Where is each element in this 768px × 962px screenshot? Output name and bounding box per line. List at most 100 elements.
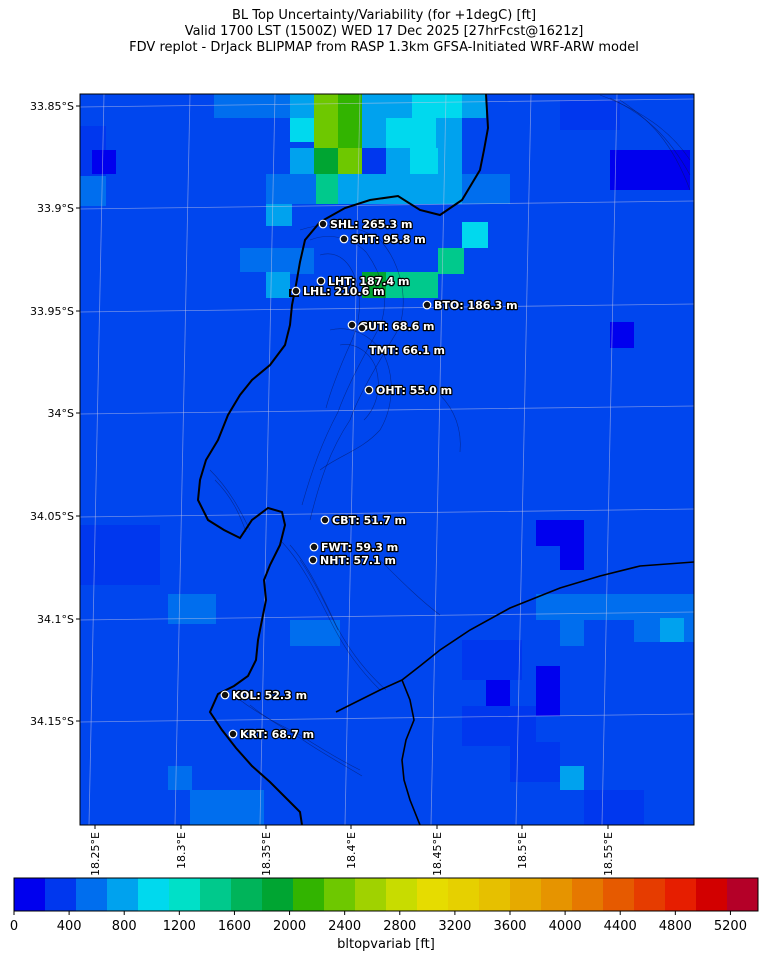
raster-cell: [338, 118, 362, 148]
colorbar-label: bltopvariab [ft]: [337, 937, 435, 952]
raster-cell: [362, 272, 386, 298]
colorbar: 0 400 800 1200 1600 2000 2400 2800 3200 3600 4000 4…: [10, 877, 759, 952]
raster-cell: [462, 640, 522, 680]
raster-cells: [80, 94, 694, 825]
colorbar-swatch: [231, 878, 263, 911]
lat-tick-label: 34°S: [48, 407, 74, 420]
colorbar-swatch: [14, 878, 46, 911]
raster-cell: [610, 150, 690, 190]
lat-tick-label: 33.95°S: [30, 305, 74, 318]
raster-cell: [438, 148, 462, 174]
colorbar-swatch: [696, 878, 728, 911]
raster-cell: [290, 118, 314, 142]
graticule-lon-line: [259, 94, 276, 825]
station-label: BTO: 186.3 m: [434, 299, 518, 312]
raster-cell: [584, 790, 644, 825]
graticule-lon-line: [174, 94, 191, 825]
colorbar-swatch: [169, 878, 201, 911]
colorbar-swatch: [107, 878, 139, 911]
station-label: FWT: 59.3 m: [321, 541, 398, 554]
station-marker: [309, 542, 319, 552]
station-label-halo: FWT: 59.3 m: [321, 541, 398, 554]
raster-cell: [314, 148, 338, 174]
colorbar-tick-label: 5200: [714, 919, 747, 934]
colorbar-swatch: [138, 878, 170, 911]
longitude-axis: 18.25°E 18.3°E 18.35°E 18.4°E 18.45°E 18.5°E 1…: [89, 825, 615, 876]
station-label: SHL: 265.3 m: [330, 218, 412, 231]
raster-cell: [168, 766, 192, 790]
colorbar-tick-label: 800: [112, 919, 137, 934]
colorbar-swatch: [603, 878, 635, 911]
station-label: KOL: 52.3 m: [232, 689, 307, 702]
station-marker: [228, 729, 238, 739]
station-marker: [316, 276, 326, 286]
raster-cell: [316, 174, 338, 204]
colorbar-frame: [13, 877, 759, 912]
colorbar-tick-label: 3200: [438, 919, 471, 934]
station-label: OHT: 55.0 m: [376, 384, 452, 397]
colorbar-swatch: [541, 878, 573, 911]
graticule-lat-line: [80, 508, 694, 518]
station-label-halo: CBT: 51.7 m: [332, 514, 406, 527]
graticule-lon-line: [601, 94, 618, 825]
graticule-lon-line: [515, 94, 532, 825]
colorbar-tick-label: 2400: [328, 919, 361, 934]
colorbar-swatch: [76, 878, 108, 911]
lon-tick-label: 18.35°E: [260, 832, 273, 876]
raster-cell: [362, 148, 386, 174]
colorbar-tick-label: 4800: [659, 919, 692, 934]
raster-cell: [560, 766, 584, 790]
raster-cell: [240, 248, 290, 272]
chart-title: BL Top Uncertainty/Variability (for +1de…: [0, 8, 768, 56]
raster-cell: [266, 174, 316, 204]
colorbar-tick-label: 400: [57, 919, 82, 934]
lat-tick-label: 34.15°S: [30, 715, 74, 728]
station-label-halo: TMT: 66.1 m: [369, 344, 445, 357]
raster-cell: [410, 272, 438, 298]
station-label: GUT: 68.6 m: [359, 320, 435, 333]
graticule-lat-line: [80, 98, 694, 108]
colorbar-tick-label: 1600: [218, 919, 251, 934]
station-marker: [422, 300, 432, 310]
raster-cell: [80, 525, 160, 585]
raster-cell: [610, 322, 634, 348]
raster-cell: [338, 94, 362, 118]
colorbar-swatch: [386, 878, 418, 911]
lon-tick-label: 18.55°E: [602, 832, 615, 876]
lat-tick-label: 34.1°S: [37, 613, 74, 626]
lon-tick-label: 18.3°E: [175, 832, 188, 869]
raster-cell: [290, 94, 314, 118]
raster-cell: [462, 706, 536, 746]
map-panel: [80, 94, 694, 825]
raster-cell: [536, 666, 560, 716]
station-label: TMT: 66.1 m: [369, 344, 445, 357]
title-line-1: BL Top Uncertainty/Variability (for +1de…: [231, 8, 537, 23]
colorbar-tick-label: 2800: [383, 919, 416, 934]
colorbar-tick-label: 4000: [549, 919, 582, 934]
colorbar-swatch: [200, 878, 232, 911]
station-marker: [364, 385, 374, 395]
lat-tick-label: 33.9°S: [37, 202, 74, 215]
station-marker: [320, 515, 330, 525]
lon-tick-label: 18.25°E: [89, 832, 102, 876]
raster-cell: [362, 118, 386, 148]
colorbar-swatch: [727, 878, 759, 911]
station-marker: [339, 234, 349, 244]
title-line-3: FDV replot - DrJack BLIPMAP from RASP 1.…: [129, 40, 639, 55]
raster-cell: [462, 94, 486, 118]
colorbar-tick-label: 0: [10, 919, 18, 934]
station-label-halo: OHT: 55.0 m: [376, 384, 452, 397]
station-label: NHT: 57.1 m: [320, 554, 396, 567]
raster-cell: [386, 148, 410, 174]
raster-cell: [510, 742, 560, 782]
raster-cell: [290, 148, 314, 174]
